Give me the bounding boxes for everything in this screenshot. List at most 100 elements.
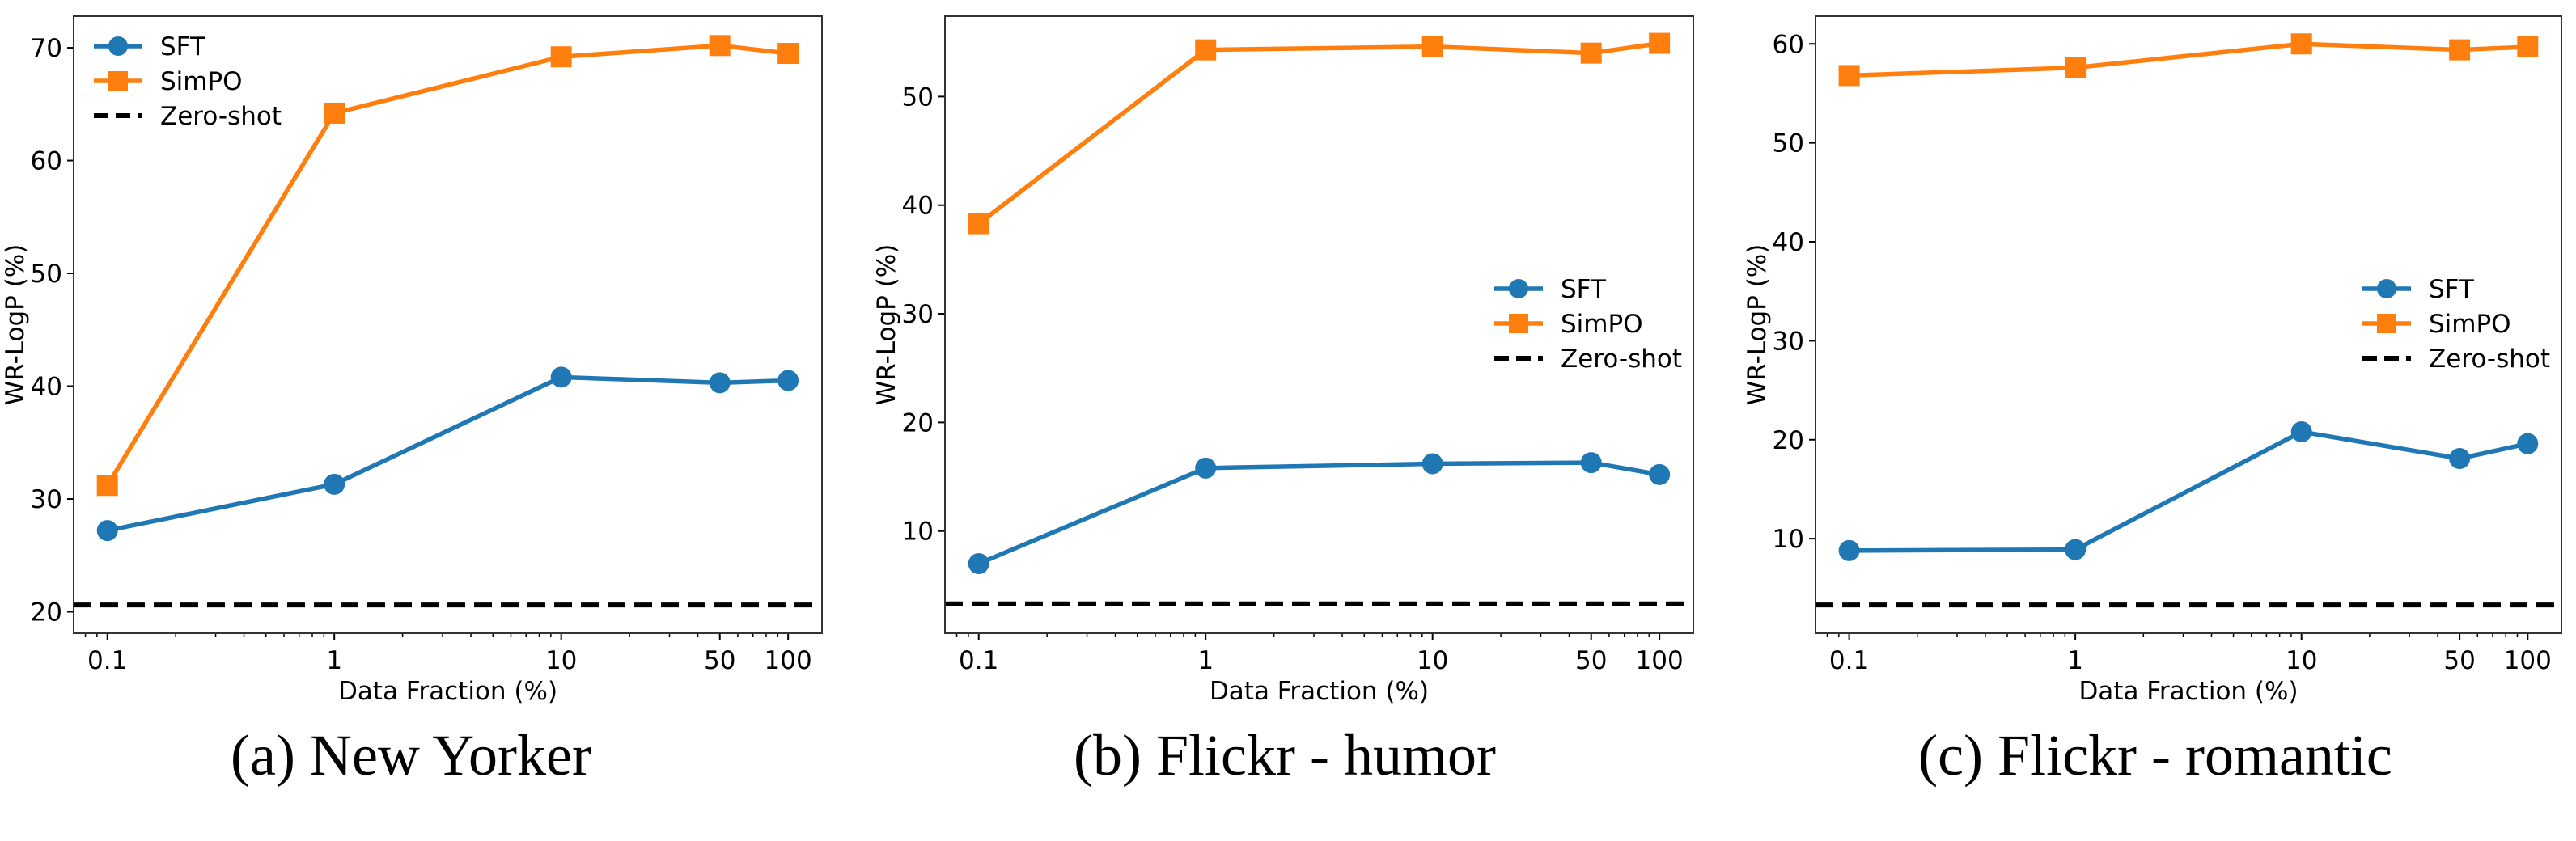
legend-square-marker	[2377, 314, 2396, 333]
legend-label: SimPO	[160, 67, 243, 96]
simpo-point	[1649, 32, 1671, 54]
legend-label: SimPO	[1561, 310, 1643, 339]
plot-area	[1815, 33, 2561, 608]
y-tick-label: 70	[31, 34, 62, 63]
x-tick-label: 0.1	[1829, 646, 1869, 675]
x-tick-label: 10	[545, 646, 577, 675]
legend-circle-marker	[108, 36, 128, 56]
chart-panel-1: 10 20 30 40 50 0.1 1 10 50 100 Data Fraction (%) WR…	[872, 15, 1694, 788]
y-tick-label: 30	[31, 485, 62, 514]
sft-point	[777, 370, 799, 391]
x-axis-label: Data Fraction (%)	[1210, 677, 1429, 706]
x-tick-label: 10	[1417, 646, 1448, 675]
sft-point	[968, 553, 989, 575]
simpo-point	[2065, 57, 2087, 78]
sft-point	[550, 366, 572, 388]
y-tick-label: 50	[1773, 129, 1804, 158]
y-tick-label: 30	[1773, 327, 1804, 356]
sft-point	[1649, 463, 1671, 485]
sft-point	[96, 520, 118, 542]
y-tick-label: 50	[31, 260, 62, 289]
legend: SFT SimPO Zero-shot	[2362, 275, 2550, 374]
legend-circle-marker	[1509, 279, 1528, 298]
legend-label: SFT	[160, 32, 206, 61]
legend-label: SFT	[1561, 275, 1607, 304]
sft-line	[977, 460, 1660, 566]
legend-label: SFT	[2429, 275, 2475, 304]
legend-label: Zero-shot	[1561, 344, 1682, 374]
y-tick-label: 20	[902, 408, 934, 437]
chart-panel-0: 20 30 40 50 60 70 0.1 1 10 50 100 Data Fraction (%)…	[1, 15, 823, 788]
simpo-point	[2449, 39, 2471, 61]
simpo-point	[324, 102, 345, 124]
simpo-point	[777, 43, 799, 65]
simpo-point	[1838, 65, 1860, 87]
y-tick-label: 40	[1773, 228, 1804, 257]
y-tick-label: 40	[31, 373, 62, 402]
x-tick-label: 100	[765, 646, 812, 675]
y-tick-label: 40	[902, 192, 934, 221]
simpo-point	[709, 35, 731, 57]
sft-line	[1849, 429, 2528, 553]
sft-point	[1195, 457, 1217, 479]
simpo-line	[977, 40, 1660, 226]
sft-point	[324, 473, 345, 495]
plot-area	[945, 32, 1693, 606]
y-tick-label: 60	[31, 147, 62, 176]
legend: SFT SimPO Zero-shot	[1494, 275, 1682, 374]
x-tick-label: 50	[1575, 646, 1607, 675]
legend-square-marker	[1509, 314, 1528, 333]
simpo-point	[968, 213, 989, 235]
y-tick-label: 60	[1773, 30, 1804, 59]
x-tick-label: 0.1	[959, 646, 998, 675]
x-axis-label: Data Fraction (%)	[338, 677, 557, 706]
x-tick-label: 100	[2504, 646, 2552, 675]
legend-square-marker	[108, 71, 128, 91]
sft-point	[1838, 539, 1860, 561]
sft-point	[2449, 448, 2471, 470]
chart-panel-2: 10 20 30 40 50 60 0.1 1 10 50 100 Data Fraction (%)…	[1743, 15, 2562, 788]
x-tick-label: 0.1	[87, 646, 127, 675]
sft-point	[2517, 433, 2539, 454]
axes-frame	[73, 15, 823, 634]
simpo-point	[550, 46, 572, 68]
panel-caption: (a) New Yorker	[231, 723, 591, 788]
simpo-line	[1849, 41, 2528, 78]
legend-circle-marker	[2377, 279, 2396, 298]
y-tick-label: 30	[902, 300, 934, 329]
simpo-point	[2290, 33, 2312, 55]
x-tick-label: 10	[2286, 646, 2317, 675]
legend: SFT SimPO Zero-shot	[94, 32, 282, 131]
y-tick-label: 20	[31, 598, 62, 627]
simpo-point	[96, 475, 118, 497]
simpo-point	[2517, 36, 2539, 57]
legend-label: SimPO	[2429, 310, 2511, 339]
axes-frame	[944, 15, 1694, 634]
x-tick-label: 100	[1636, 646, 1684, 675]
sft-point	[1421, 453, 1443, 475]
panel-caption: (b) Flickr - humor	[1074, 723, 1496, 788]
y-axis-label: WR-LogP (%)	[872, 244, 901, 406]
sft-point	[2290, 420, 2312, 442]
y-tick-label: 10	[902, 518, 934, 547]
panel-caption: (c) Flickr - romantic	[1918, 723, 2392, 788]
axes-frame	[1815, 15, 2562, 634]
x-tick-label: 50	[704, 646, 735, 675]
sft-point	[1580, 452, 1602, 474]
x-tick-label: 1	[326, 646, 342, 675]
legend-label: Zero-shot	[160, 102, 282, 131]
x-tick-label: 50	[2443, 646, 2475, 675]
sft-point	[2065, 539, 2087, 560]
y-axis-label: WR-LogP (%)	[1743, 244, 1772, 406]
simpo-point	[1195, 39, 1217, 61]
y-tick-label: 50	[902, 82, 934, 112]
plot-area	[74, 35, 822, 608]
sft-point	[709, 372, 731, 394]
y-tick-label: 20	[1773, 426, 1804, 455]
legend-label: Zero-shot	[2429, 344, 2550, 374]
x-tick-label: 1	[2067, 646, 2083, 675]
x-tick-label: 1	[1197, 646, 1214, 675]
sft-line	[107, 374, 789, 533]
simpo-point	[1421, 36, 1443, 57]
